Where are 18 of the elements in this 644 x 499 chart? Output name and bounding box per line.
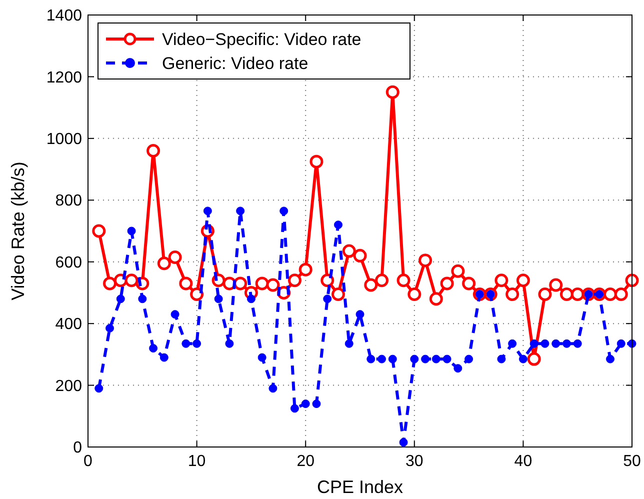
x-tick-label: 10 [188, 453, 206, 470]
y-tick-label: 1200 [46, 69, 82, 86]
y-tick-label: 400 [55, 316, 82, 334]
x-tick-label: 0 [84, 453, 93, 470]
legend-label: Generic: Video rate [162, 54, 308, 73]
x-tick-label: 20 [296, 453, 315, 470]
y-tick-label: 1400 [46, 8, 82, 25]
y-axis-title: Video Rate (kb/s) [8, 162, 28, 300]
x-tick-label: 50 [623, 453, 641, 470]
y-tick-label: 0 [73, 440, 82, 457]
y-tick-label: 800 [55, 192, 82, 210]
y-tick-label: 1000 [46, 131, 82, 148]
y-tick-label: 200 [55, 378, 82, 395]
x-axis-title: CPE Index [316, 477, 404, 497]
legend-label: Video−Specific: Video rate [162, 30, 362, 49]
x-tick-label: 30 [406, 453, 424, 470]
x-tick-label: 40 [514, 453, 532, 470]
y-tick-label: 600 [55, 254, 82, 272]
